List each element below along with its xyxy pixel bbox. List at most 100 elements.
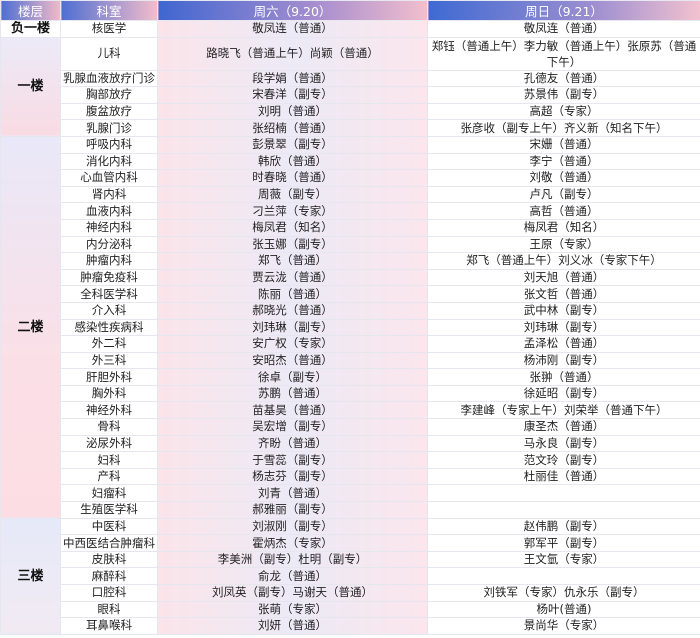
table-row: 消化内科 韩欣（普通） 李宁（普通）	[1, 152, 700, 171]
sunday-cell: 李宁（普通）	[427, 152, 700, 171]
dept-cell: 中医科	[60, 517, 158, 536]
table-row: 口腔科 刘凤英（副专）马谢天（普通） 刘铁军（专家）仇永乐（副专）	[1, 584, 700, 602]
sunday-cell: 张文哲（普通）	[427, 285, 700, 303]
sunday-cell: 高超（专家）	[427, 102, 700, 121]
sunday-cell: 杨沛刚（副专）	[427, 351, 700, 370]
sunday-cell: 梅凤君（知名）	[427, 218, 700, 237]
dept-cell: 生殖医学科	[60, 501, 158, 519]
dept-cell: 妇科	[60, 451, 158, 469]
saturday-cell: 刘凤英（副专）马谢天（普通）	[157, 584, 428, 602]
table-row: 中西医结合肿瘤科 霍炳杰（专家） 郭军平（副专）	[1, 534, 700, 552]
table-row: 血液内科 刁兰萍（专家） 高哲（普通）	[1, 202, 700, 220]
sunday-cell: 张彦收（副专上午）齐义新（知名下午）	[427, 119, 700, 137]
dept-cell: 介入科	[60, 301, 158, 320]
saturday-cell: 彭景翠（副专）	[157, 135, 428, 154]
sunday-cell: 刘铁军（专家）仇永乐（副专）	[427, 584, 700, 602]
sunday-cell	[427, 501, 700, 519]
saturday-cell: 徐卓（副专）	[157, 368, 428, 386]
dept-cell: 肿瘤免疫科	[60, 268, 158, 287]
header-floor: 楼层	[0, 0, 61, 21]
table-row: 肾内科 周薇（副专） 卢凡（副专）	[1, 185, 700, 204]
saturday-cell: 安昭杰（普通）	[157, 351, 428, 370]
saturday-cell: 刘青（普通）	[157, 484, 428, 503]
sunday-cell: 刘玮琳（副专）	[427, 318, 700, 337]
saturday-cell: 周薇（副专）	[157, 185, 428, 204]
sunday-cell: 王文氫（专家）	[427, 550, 700, 569]
floor-label: 负一楼	[0, 20, 61, 38]
saturday-cell: 路晓飞（普通上午）尚颖（普通）	[157, 36, 428, 71]
dept-cell: 腹盆放疗	[60, 102, 158, 121]
table-row: 腹盆放疗 刘明（普通） 高超（专家）	[1, 102, 700, 121]
sunday-cell: 范文玲（副专）	[427, 451, 700, 469]
dept-cell: 呼吸内科	[60, 135, 158, 154]
table-row: 介入科 郝晓光（普通） 武中林（副专）	[1, 301, 700, 320]
table-row: 外三科 安昭杰（普通） 杨沛刚（副专）	[1, 351, 700, 370]
schedule-body: 负一楼 核医学 敬凤连（普通） 敬凤连（普通） 一楼 儿科 路晓飞（普通上午）尚颖（普通）郑…	[0, 20, 700, 635]
dept-cell: 麻醉科	[60, 567, 158, 585]
sunday-cell: 康圣杰（普通）	[427, 418, 700, 436]
header-saturday: 周六（9.20）	[157, 0, 428, 21]
sunday-cell: 武中林（副专）	[427, 301, 700, 320]
saturday-cell: 苏鹏（普通）	[157, 384, 428, 403]
dept-cell: 感染性疾病科	[60, 318, 158, 337]
table-row: 耳鼻喉科 刘妍（普通） 景尚华（专家）	[1, 617, 700, 635]
saturday-cell: 郑飞（普通）	[157, 252, 428, 270]
table-row: 肝胆外科 徐卓（副专） 张翀（普通）	[1, 368, 700, 386]
table-row: 肿瘤免疫科 贾云泷（普通） 刘天旭（普通）	[1, 268, 700, 287]
table-row: 负一楼 核医学 敬凤连（普通） 敬凤连（普通）	[0, 20, 700, 38]
dept-cell: 乳腺门诊	[60, 119, 158, 137]
sunday-cell: 景尚华（专家）	[427, 617, 700, 635]
floor-label: 三楼	[0, 517, 61, 635]
saturday-cell: 于雪蕊（副专）	[157, 451, 428, 469]
dept-cell: 口腔科	[60, 584, 158, 602]
saturday-cell: 韩欣（普通）	[157, 152, 428, 171]
table-row: 乳腺血液放疗门诊 段学娟（普通） 孔德友（普通）	[1, 69, 700, 88]
dept-cell: 泌尿外科	[60, 434, 158, 453]
sunday-cell: 刘敬（普通）	[427, 169, 700, 187]
sunday-cell: 苏景伟（副专）	[427, 86, 700, 104]
saturday-cell: 齐盼（普通）	[157, 434, 428, 453]
sunday-cell: 杜丽佳（普通）	[427, 467, 700, 486]
table-row: 产科 杨志芬（副专） 杜丽佳（普通）	[1, 467, 700, 486]
saturday-cell: 安广权（专家）	[157, 335, 428, 353]
table-row: 内分泌科 张玉娜（副专） 王原（专家）	[1, 235, 700, 254]
saturday-cell: 宋春洋（副专）	[157, 86, 428, 104]
table-row: 二楼 呼吸内科 彭景翠（副专） 宋姗（普通）	[0, 135, 700, 519]
header-sunday: 周日（9.21）	[427, 0, 700, 21]
dept-cell: 心血管内科	[60, 169, 158, 187]
sunday-cell	[427, 567, 700, 585]
saturday-cell: 刁兰萍（专家）	[157, 202, 428, 220]
table-row: 肿瘤内科 郑飞（普通） 郑飞（普通上午）刘义冰（专家下午）	[1, 252, 700, 270]
table-row: 外二科 安广权（专家） 孟泽松（普通）	[1, 335, 700, 353]
sunday-cell: 孔德友（普通）	[427, 69, 700, 88]
saturday-cell: 刘明（普通）	[157, 102, 428, 121]
header-row: 楼层 科室 周六（9.20） 周日（9.21）	[0, 0, 700, 21]
table-row: 全科医学科 陈丽（普通） 张文哲（普通）	[1, 285, 700, 303]
saturday-cell: 陈丽（普通）	[157, 285, 428, 303]
table-row: 骨科 吴宏增（副专） 康圣杰（普通）	[1, 418, 700, 436]
dept-cell: 核医学	[60, 20, 158, 38]
table-row: 皮肤科 李美洲（副专）杜明（副专） 王文氫（专家）	[1, 550, 700, 569]
dept-cell: 胸部放疗	[60, 86, 158, 104]
saturday-cell: 杨志芬（副专）	[157, 467, 428, 486]
saturday-cell: 苗基昊（普通）	[157, 401, 428, 420]
dept-cell: 骨科	[60, 418, 158, 436]
sunday-cell: 宋姗（普通）	[427, 135, 700, 154]
saturday-cell: 贾云泷（普通）	[157, 268, 428, 287]
table-row: 神经外科 苗基昊（普通） 李建峰（专家上午）刘荣举（普通下午）	[1, 401, 700, 420]
dept-cell: 儿科	[60, 36, 158, 71]
table-row: 心血管内科 时春晓（普通） 刘敬（普通）	[1, 169, 700, 187]
sunday-cell: 马永良（副专）	[427, 434, 700, 453]
table-row: 泌尿外科 齐盼（普通） 马永良（副专）	[1, 434, 700, 453]
dept-cell: 胸外科	[60, 384, 158, 403]
saturday-cell: 郝晓光（普通）	[157, 301, 428, 320]
sunday-cell: 郭军平（副专）	[427, 534, 700, 552]
table-row: 妇科 于雪蕊（副专） 范文玲（副专）	[1, 451, 700, 469]
dept-cell: 神经内科	[60, 218, 158, 237]
sunday-cell: 卢凡（副专）	[427, 185, 700, 204]
sunday-cell: 王原（专家）	[427, 235, 700, 254]
sunday-cell: 孟泽松（普通）	[427, 335, 700, 353]
sunday-cell: 李建峰（专家上午）刘荣举（普通下午）	[427, 401, 700, 420]
dept-cell: 乳腺血液放疗门诊	[60, 69, 158, 88]
table-row: 麻醉科 俞龙（普通）	[1, 567, 700, 585]
